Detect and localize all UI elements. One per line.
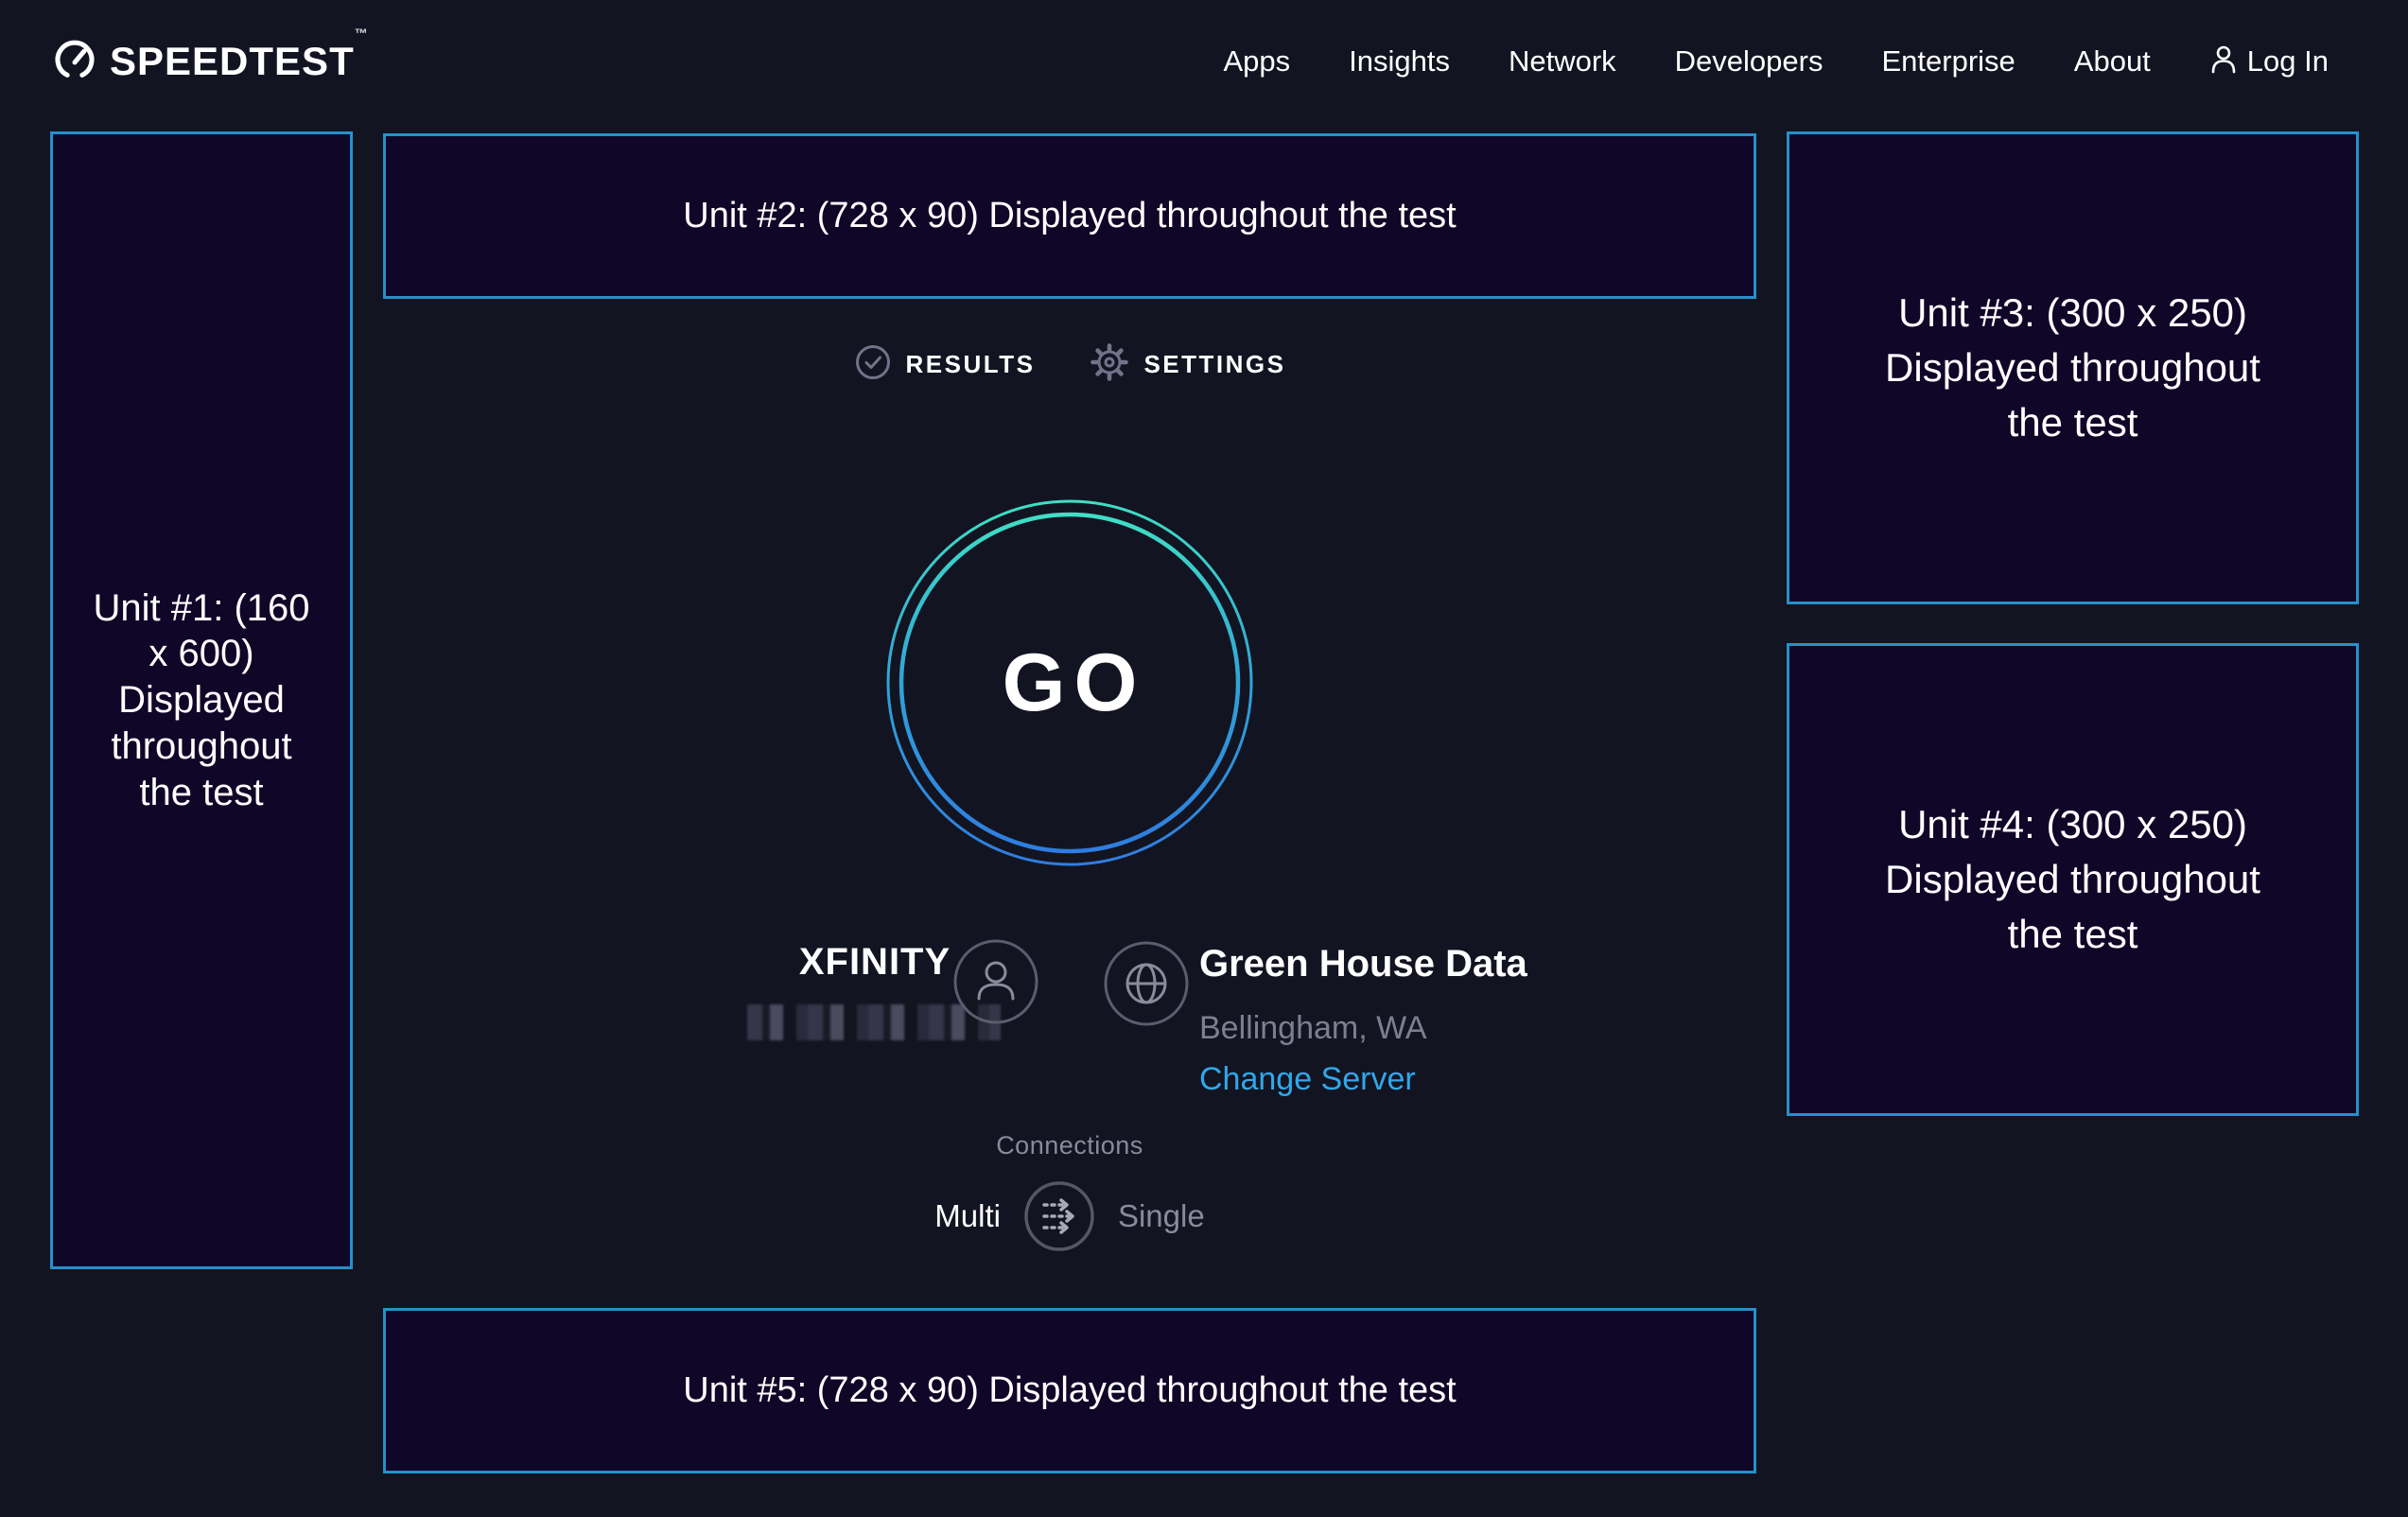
ad-unit-1-skyscraper: Unit #1: (160 x 600) Displayed throughou… — [50, 131, 353, 1269]
tab-results-label: RESULTS — [905, 349, 1036, 378]
change-server-link[interactable]: Change Server — [1199, 1061, 1416, 1097]
server-location: Bellingham, WA — [1199, 1010, 1427, 1046]
check-circle-icon — [854, 343, 892, 386]
gauge-logo-icon — [53, 38, 96, 86]
server-globe-icon — [1103, 940, 1190, 1027]
go-button[interactable]: GO — [885, 498, 1254, 867]
nav-item-about[interactable]: About — [2073, 44, 2151, 78]
tab-results[interactable]: RESULTS — [854, 343, 1036, 386]
connections-single-label[interactable]: Single — [1117, 1198, 1205, 1233]
top-nav-bar: SPEEDTEST™ Apps Insights Network Develop… — [0, 0, 2408, 123]
login-button[interactable]: Log In — [2209, 44, 2329, 79]
connection-mode-toggle-icon[interactable] — [1023, 1180, 1095, 1252]
login-label: Log In — [2246, 44, 2329, 78]
isp-user-icon — [952, 938, 1039, 1025]
isp-name: XFINITY — [798, 941, 951, 983]
trademark-mark: ™ — [354, 26, 369, 41]
ad-unit-2-leaderboard: Unit #2: (728 x 90) Displayed throughout… — [383, 133, 1756, 299]
nav-item-enterprise[interactable]: Enterprise — [1881, 44, 2015, 78]
nav-item-insights[interactable]: Insights — [1349, 44, 1450, 78]
tab-bar: RESULTS — [383, 336, 1756, 392]
server-name: Green House Data — [1199, 943, 1527, 985]
speedtest-logo[interactable]: SPEEDTEST™ — [53, 26, 369, 86]
ad-unit-4-rectangle: Unit #4: (300 x 250) Displayed throughou… — [1787, 643, 2359, 1116]
redacted-ip-address — [747, 1004, 1001, 1040]
tab-settings[interactable]: SETTINGS — [1090, 342, 1285, 387]
gear-icon — [1090, 342, 1129, 387]
nav-item-network[interactable]: Network — [1508, 44, 1616, 78]
nav-item-apps[interactable]: Apps — [1223, 44, 1291, 78]
nav-menu: Apps Insights Network Developers Enterpr… — [1223, 44, 2329, 79]
tab-settings-label: SETTINGS — [1143, 349, 1286, 378]
user-icon — [2209, 44, 2238, 79]
connections-multi-label[interactable]: Multi — [934, 1198, 1001, 1233]
ad-unit-3-rectangle: Unit #3: (300 x 250) Displayed throughou… — [1787, 131, 2359, 604]
ad-unit-5-leaderboard: Unit #5: (728 x 90) Displayed throughout… — [383, 1308, 1756, 1473]
connections-label: Connections — [996, 1131, 1143, 1160]
logo-text: SPEEDTEST™ — [110, 26, 369, 83]
connections-row: Multi Single — [383, 1180, 1756, 1252]
go-label: GO — [1002, 636, 1146, 728]
go-button-rings — [886, 499, 1253, 866]
nav-item-developers[interactable]: Developers — [1674, 44, 1823, 78]
